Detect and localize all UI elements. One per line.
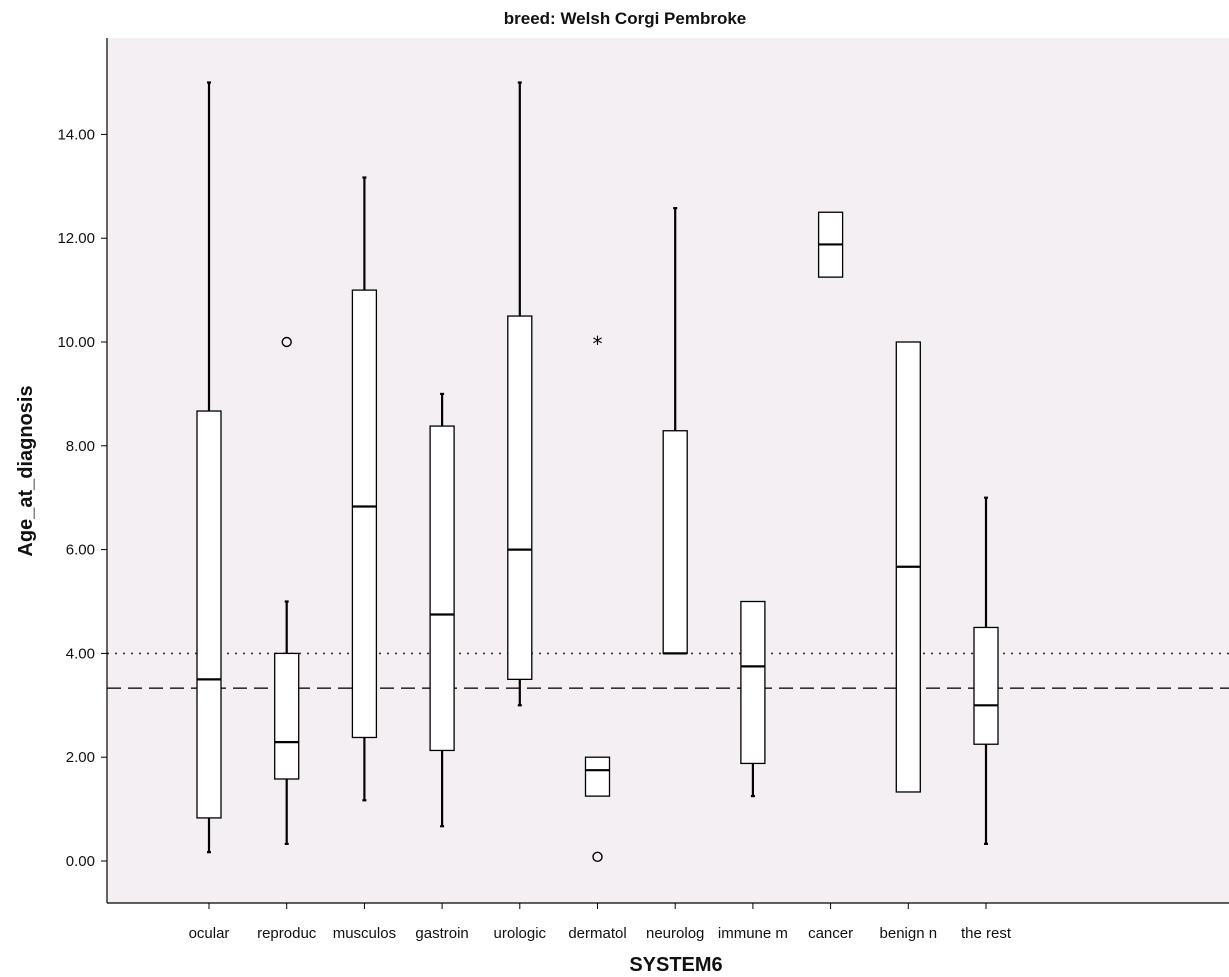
box-group [895,341,921,793]
iqr-box [351,289,378,739]
y-tick-label: 12.00 [57,230,95,247]
y-axis-title: Age_at_diagnosis [15,385,37,556]
x-tick-label: benign n [880,925,938,942]
y-tick-label: 4.00 [66,645,95,662]
box-group [274,336,300,845]
x-tick-label: dermatol [568,925,626,942]
y-tick-label: 14.00 [57,126,95,143]
box-group [196,81,222,854]
x-axis-title: SYSTEM6 [629,954,722,976]
x-tick-label: gastroin [415,925,468,942]
chart-title: breed: Welsh Corgi Pembroke [504,9,746,28]
outlier-marker [281,336,292,348]
outlier-marker [592,851,603,863]
iqr-box [584,756,611,797]
box-group [662,206,688,655]
y-axis-ticks: 0.00 2.00 4.00 6.00 8.00 10.00 12.00 14.00 [57,126,107,870]
x-tick-label: ocular [189,925,230,942]
box-group [973,496,999,845]
iqr-box [507,315,533,680]
x-tick-label: immune m [718,925,788,942]
iqr-box [740,600,766,765]
extreme-marker: * [593,332,603,356]
y-tick-label: 0.00 [66,853,95,870]
iqr-box [973,626,999,745]
x-axis-ticks: ocular reproduc musculos gastroin urologic de… [189,903,1012,942]
y-tick-label: 8.00 [66,438,95,455]
y-tick-label: 10.00 [57,334,95,351]
box-group [507,81,533,707]
box-group: * [584,332,611,863]
box-group [351,176,378,802]
box-series: * [196,81,999,863]
iqr-box [662,430,688,655]
x-tick-label: reproduc [257,925,317,942]
box-group [429,392,455,828]
x-tick-label: urologic [494,925,547,942]
y-tick-label: 6.00 [66,542,95,559]
x-tick-label: neurolog [646,925,704,942]
x-tick-label: the rest [961,925,1012,942]
iqr-box [196,410,222,819]
y-tick-label: 2.00 [66,749,95,766]
iqr-box [429,425,455,752]
iqr-box [274,652,300,780]
x-tick-label: musculos [333,925,396,942]
box-group [740,600,766,798]
box-group [817,211,844,278]
x-tick-label: cancer [808,925,853,942]
